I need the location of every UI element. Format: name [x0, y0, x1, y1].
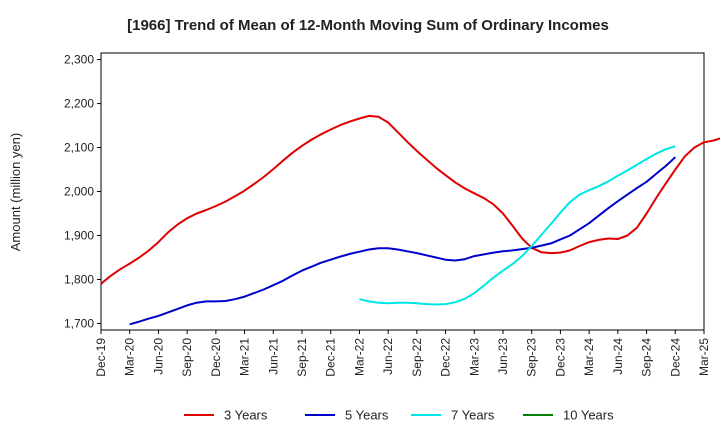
- y-tick-label: 2,000: [64, 185, 94, 199]
- series-line-3-years: [100, 114, 720, 285]
- y-tick-label: 1,700: [64, 316, 94, 330]
- x-tick-label: Jun-24: [611, 338, 625, 375]
- legend: 3 Years 5 Years 7 Years 10 Years: [184, 408, 614, 423]
- x-tick-label: Dec-21: [324, 338, 338, 377]
- x-tick-label: Jun-21: [266, 338, 280, 375]
- x-tick-label: Jun-22: [381, 338, 395, 375]
- legend-label: 3 Years: [224, 408, 268, 423]
- y-axis-label: Amount (million yen): [8, 133, 23, 252]
- x-tick-label: Sep-22: [410, 338, 424, 377]
- y-tick-label: 2,300: [64, 53, 94, 67]
- plot-area: [100, 52, 705, 331]
- series-line-7-years: [359, 145, 676, 306]
- x-tick-label: Dec-20: [209, 338, 223, 377]
- x-tick-label: Mar-21: [238, 338, 252, 376]
- legend-label: 7 Years: [451, 408, 495, 423]
- y-tick-label: 2,100: [64, 141, 94, 155]
- axis-layer: 1,700 1,800 1,900 2,000 2,100 2,200 2,300 Dec-1…: [64, 52, 711, 377]
- x-tick-label: Mar-24: [582, 338, 596, 376]
- x-tick-label: Mar-25: [697, 338, 711, 376]
- x-tick-label: Dec-23: [553, 338, 567, 377]
- series-layer: [100, 114, 720, 326]
- x-tick-label: Mar-20: [123, 338, 137, 376]
- x-tick-label: Dec-22: [439, 338, 453, 377]
- legend-label: 10 Years: [563, 408, 614, 423]
- x-tick-label: Sep-21: [295, 338, 309, 377]
- y-tick-label: 1,800: [64, 272, 94, 286]
- x-tick-label: Mar-22: [352, 338, 366, 376]
- y-tick-label: 2,200: [64, 97, 94, 111]
- x-tick-label: Sep-20: [180, 338, 194, 377]
- x-tick-label: Jun-20: [151, 338, 165, 375]
- series-line-5-years: [129, 156, 676, 326]
- x-tick-label: Dec-19: [94, 338, 108, 377]
- x-tick-label: Jun-23: [496, 338, 510, 375]
- legend-label: 5 Years: [345, 408, 389, 423]
- x-tick-label: Sep-24: [640, 338, 654, 377]
- x-tick-label: Mar-23: [467, 338, 481, 376]
- chart-title: [1966] Trend of Mean of 12-Month Moving …: [127, 17, 609, 34]
- y-tick-label: 1,900: [64, 228, 94, 242]
- x-tick-label: Sep-23: [525, 338, 539, 377]
- x-tick-label: Dec-24: [668, 338, 682, 377]
